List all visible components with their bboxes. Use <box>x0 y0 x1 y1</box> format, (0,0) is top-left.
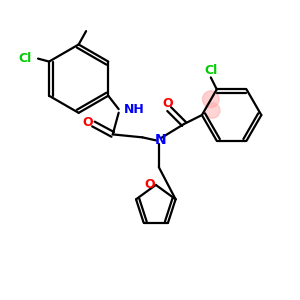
Text: NH: NH <box>124 103 145 116</box>
Text: O: O <box>144 178 154 191</box>
Circle shape <box>205 103 220 118</box>
Text: N: N <box>154 133 166 147</box>
Circle shape <box>202 91 219 108</box>
Text: Cl: Cl <box>18 52 31 65</box>
Text: O: O <box>162 97 173 110</box>
Text: O: O <box>83 116 93 129</box>
Text: Cl: Cl <box>204 64 218 76</box>
